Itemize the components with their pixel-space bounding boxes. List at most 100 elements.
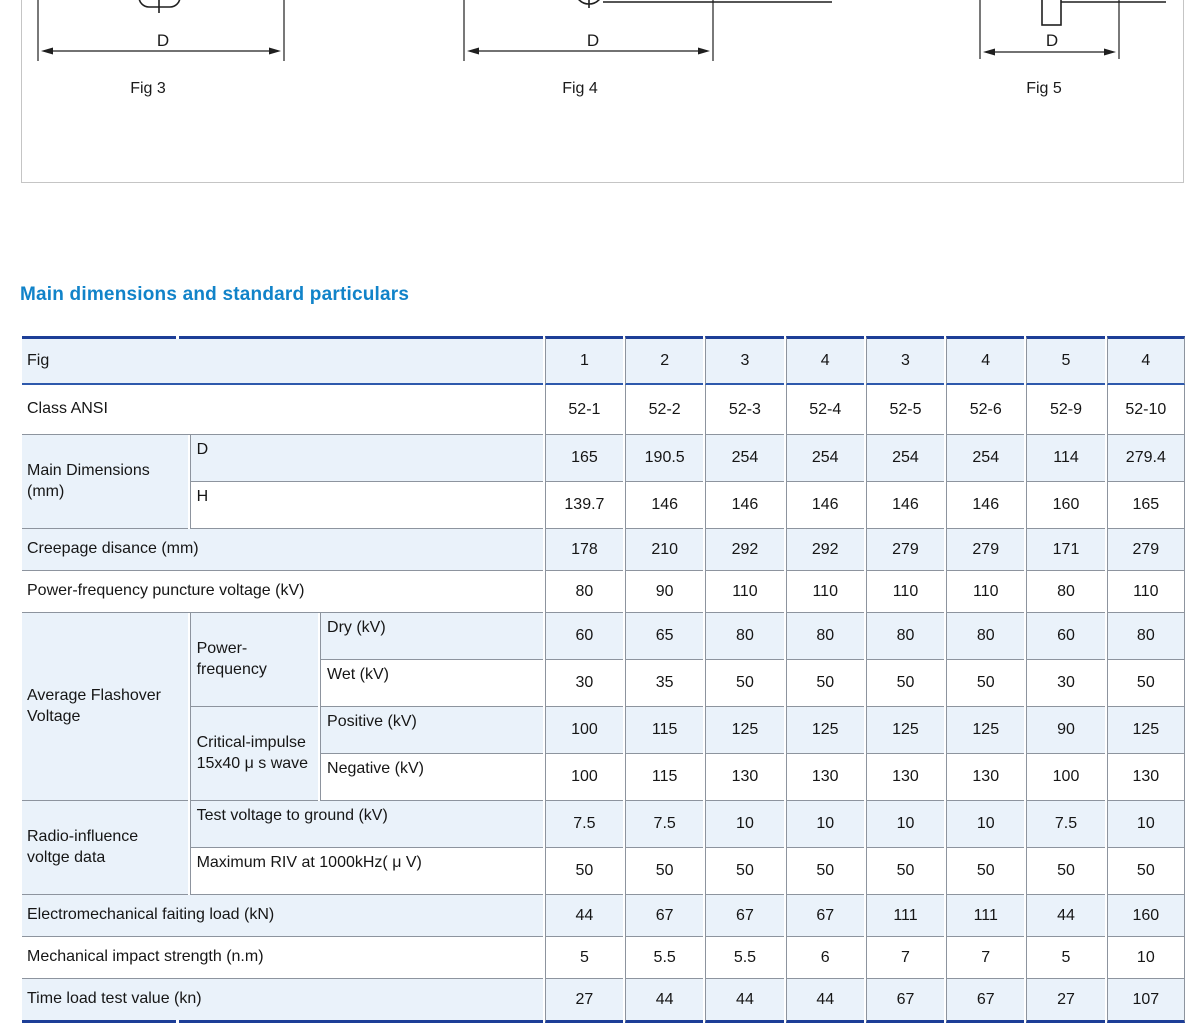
- cell-value: 130: [785, 754, 864, 801]
- table-row-impact: Mechanical impact strength (n.m) 5 5.5 5…: [22, 937, 1185, 979]
- cell-value: 125: [785, 707, 864, 754]
- cell-value: 44: [785, 979, 864, 1023]
- fig3-drawing: D Fig 3: [37, 0, 285, 97]
- cell-value: 254: [865, 435, 945, 482]
- top-border-gap: [176, 336, 179, 339]
- table-row-time-load: Time load test value (kn) 27 44 44 44 67…: [22, 979, 1185, 1023]
- cell-value: 125: [865, 707, 945, 754]
- cell-value: 67: [865, 979, 945, 1023]
- cell-value: 254: [946, 435, 1025, 482]
- table-row-dry: Average Flashover Voltage Power-frequenc…: [22, 613, 1185, 801]
- cell-value: 90: [1026, 707, 1105, 754]
- cell-value: 110: [1106, 571, 1185, 613]
- table-row-max-riv: Maximum RIV at 1000kHz( μ V) 50 50 50 50…: [22, 848, 1185, 895]
- cell-value: 130: [1106, 754, 1185, 801]
- cell-value: 171: [1026, 529, 1105, 571]
- cell-value: 111: [946, 895, 1025, 937]
- figure-panel: D Fig 3 D Fig 4 D Fig 5: [21, 0, 1184, 183]
- cell-value: 44: [625, 979, 704, 1023]
- cell-value: 80: [544, 571, 624, 613]
- cell-value: 6: [785, 937, 864, 979]
- cell-value: 80: [865, 613, 945, 660]
- cell-value: 210: [625, 529, 704, 571]
- sub-label: Test voltage to ground (kV): [189, 801, 543, 848]
- table-row-test-voltage: Radio-influence voltge data Test voltage…: [22, 801, 1185, 895]
- cell-value: 279: [1106, 529, 1185, 571]
- cell-value: 165: [544, 435, 624, 482]
- cell-value: 292: [785, 529, 864, 571]
- cell-value: 111: [865, 895, 945, 937]
- cell-value: 139.7: [544, 482, 624, 529]
- row-label: Creepage disance (mm): [22, 529, 543, 571]
- section-title: Main dimensions and standard particulars: [20, 284, 410, 305]
- cell-value: 1: [544, 336, 624, 385]
- cell-value: 3: [865, 336, 945, 385]
- cell-value: 110: [946, 571, 1025, 613]
- cell-value: 7.5: [1026, 801, 1105, 848]
- row-label: Time load test value (kn): [22, 979, 543, 1023]
- cell-value: 125: [1106, 707, 1185, 754]
- cell-value: 50: [1106, 848, 1185, 895]
- fig5-caption: Fig 5: [1026, 80, 1062, 97]
- cell-value: 44: [1026, 895, 1105, 937]
- cell-value: 90: [625, 571, 704, 613]
- cell-value: 35: [625, 660, 704, 707]
- fig5-dim-label: D: [1046, 31, 1058, 50]
- cell-value: 67: [625, 895, 704, 937]
- cell-value: 3: [705, 336, 784, 385]
- cell-value: 52-1: [544, 385, 624, 435]
- cell-value: 292: [705, 529, 784, 571]
- cell-value: 5.5: [625, 937, 704, 979]
- cell-value: 80: [946, 613, 1025, 660]
- cell-value: 110: [785, 571, 864, 613]
- row-label: Electromechanical faiting load (kN): [22, 895, 543, 937]
- cell-value: 178: [544, 529, 624, 571]
- fig3-dim-label: D: [157, 31, 169, 50]
- cell-value: 50: [705, 660, 784, 707]
- cell-value: 80: [1106, 613, 1185, 660]
- cell-value: 27: [1026, 979, 1105, 1023]
- cell-value: 100: [544, 707, 624, 754]
- cell-value: 165: [1106, 482, 1185, 529]
- table-row-class-ansi: Class ANSI 52-1 52-2 52-3 52-4 52-5 52-6…: [22, 385, 1185, 435]
- cell-value: 160: [1106, 895, 1185, 937]
- cell-value: 4: [1106, 336, 1185, 385]
- table-row-dim-d: Main Dimensions (mm) D 165 190.5 254 254…: [22, 435, 1185, 529]
- cell-value: 279: [946, 529, 1025, 571]
- cell-value: 2: [625, 336, 704, 385]
- cell-value: 50: [785, 848, 864, 895]
- cell-value: 5: [544, 937, 624, 979]
- table-row-wet: Wet (kV) 30 35 50 50 50 50 30 50: [22, 660, 1185, 707]
- sub-label-power-frequency: Power-frequency: [189, 613, 319, 707]
- cell-value: 10: [946, 801, 1025, 848]
- cell-value: 52-5: [865, 385, 945, 435]
- cell-value: 10: [705, 801, 784, 848]
- table-row-negative: Negative (kV) 100 115 130 130 130 130 10…: [22, 754, 1185, 801]
- cell-value: 80: [705, 613, 784, 660]
- cell-value: 27: [544, 979, 624, 1023]
- cell-value: 50: [544, 848, 624, 895]
- cell-value: 5: [1026, 937, 1105, 979]
- cell-value: 80: [1026, 571, 1105, 613]
- specs-table: Fig 1 2 3 4 3 4 5 4 Class ANSI 52-1 52-2…: [20, 336, 1187, 1023]
- cell-value: 115: [625, 754, 704, 801]
- cell-value: 44: [705, 979, 784, 1023]
- cell-value: 279.4: [1106, 435, 1185, 482]
- row-label: Fig: [22, 336, 543, 385]
- cell-value: 10: [1106, 937, 1185, 979]
- cell-value: 125: [946, 707, 1025, 754]
- cell-value: 7.5: [544, 801, 624, 848]
- cell-value: 50: [1026, 848, 1105, 895]
- cell-value: 254: [785, 435, 864, 482]
- cell-value: 50: [705, 848, 784, 895]
- cell-value: 115: [625, 707, 704, 754]
- cell-value: 52-10: [1106, 385, 1185, 435]
- sub-label: Maximum RIV at 1000kHz( μ V): [189, 848, 543, 895]
- cell-value: 146: [705, 482, 784, 529]
- sub-label: Negative (kV): [320, 754, 543, 801]
- row-label-main-dimensions: Main Dimensions (mm): [22, 435, 188, 529]
- cell-value: 130: [865, 754, 945, 801]
- cell-value: 50: [865, 848, 945, 895]
- cell-value: 52-9: [1026, 385, 1105, 435]
- sub-label: Positive (kV): [320, 707, 543, 754]
